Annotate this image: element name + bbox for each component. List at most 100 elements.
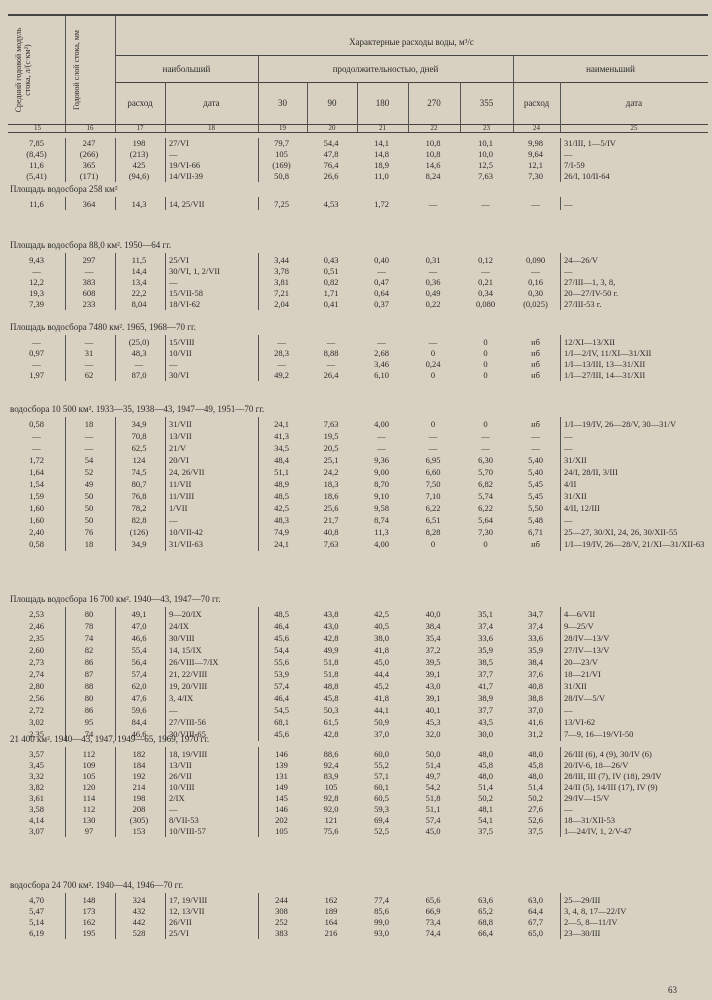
cell: 121: [324, 815, 338, 825]
cell: 0,49: [425, 288, 441, 298]
cell: 50: [84, 515, 94, 525]
cell: 25,6: [323, 503, 339, 513]
cell: 44,1: [374, 705, 389, 715]
cell: 42,8: [323, 633, 339, 643]
cell: 31,2: [528, 729, 543, 739]
cell: 66,4: [478, 928, 493, 938]
cell: 3,44: [274, 255, 289, 265]
cell: 7,25: [274, 199, 289, 209]
cell: 44,4: [374, 669, 389, 679]
cell: 24/I, 28/II, 3/III: [564, 467, 618, 477]
rule: [165, 607, 166, 741]
cell: 49,7: [425, 771, 441, 781]
cell: 30/VIII-65: [169, 729, 206, 739]
cell: 0,36: [425, 277, 441, 287]
rule: [258, 138, 259, 182]
cell: 1,71: [323, 288, 339, 298]
cell: 1/I—19/IV, 26—28/V, 30—31/V: [564, 419, 677, 429]
cell: 46,6: [131, 633, 147, 643]
cell: 10/VII-42: [169, 527, 203, 537]
cell: 3,02: [29, 717, 44, 727]
cell: 2,56: [29, 693, 44, 703]
cell: —: [531, 443, 540, 453]
rule: [560, 197, 561, 210]
cell: 83,9: [323, 771, 339, 781]
column-number: 24: [533, 124, 540, 132]
cell: 31: [84, 348, 94, 358]
cell: 92,4: [323, 760, 339, 770]
rule: [560, 607, 561, 741]
cell: 0: [483, 337, 488, 347]
cell: 24/IX: [169, 621, 189, 631]
cell: 63,0: [528, 895, 543, 905]
cell: —: [326, 359, 336, 369]
cell: 2,72: [29, 705, 44, 715]
column-header: 270: [427, 98, 441, 108]
cell: 15/VIII: [169, 337, 195, 347]
column-number: 15: [34, 124, 41, 132]
cell: 214: [132, 782, 146, 792]
cell: 0: [430, 539, 436, 549]
cell: 20—23/V: [564, 657, 598, 667]
cell: 34,9: [131, 539, 147, 549]
cell: 297: [82, 255, 96, 265]
cell: —: [481, 266, 490, 276]
cell: 37,2: [425, 645, 441, 655]
cell: 0,22: [425, 299, 441, 309]
cell: 37,6: [528, 669, 543, 679]
cell: 24, 26/VII: [169, 467, 205, 477]
cell: —: [84, 443, 94, 453]
cell: —: [169, 804, 178, 814]
cell: 0,47: [374, 277, 389, 287]
cell: 11/VII: [169, 479, 192, 489]
section-title: водосбора 10 500 км². 1933—35, 1938—43, …: [10, 404, 265, 414]
cell: 51,4: [528, 782, 543, 792]
cell: 0,82: [323, 277, 339, 287]
cell: 11/VIII: [169, 491, 195, 501]
cell: 6,95: [425, 455, 441, 465]
rule: [258, 747, 259, 837]
cell: 252: [275, 917, 288, 927]
cell: 145: [275, 793, 288, 803]
rule: [560, 335, 561, 381]
cell: 34,7: [528, 609, 543, 619]
cell: 0: [430, 419, 436, 429]
cell: 41,8: [374, 645, 389, 655]
cell: 40,8: [323, 527, 339, 537]
cell: 13/VI-62: [564, 717, 596, 727]
cell: 9,10: [374, 491, 389, 501]
cell: 146: [275, 749, 288, 759]
cell: 48,4: [274, 455, 289, 465]
cell: —: [428, 337, 438, 347]
cell: —: [428, 266, 438, 276]
cell: 15/VII-58: [169, 288, 203, 298]
cell: 27/III-53 г.: [564, 299, 602, 309]
cell: 74,4: [425, 928, 441, 938]
cell: 48,0: [478, 749, 493, 759]
cell: 69,4: [374, 815, 389, 825]
cell: 56,4: [131, 657, 147, 667]
cell: 48,0: [528, 749, 543, 759]
cell: 50,9: [374, 717, 389, 727]
cell: 59,6: [131, 705, 147, 715]
cell: 112: [82, 749, 96, 759]
cell: 7,30: [478, 527, 493, 537]
cell: 49,1: [131, 609, 147, 619]
cell: 59,3: [374, 804, 389, 814]
rule: [65, 16, 66, 132]
section-title: Площадь водосбора 16 700 км². 1940—43, 1…: [10, 594, 221, 604]
cell: 4,00: [374, 539, 389, 549]
cell: 0,58: [29, 419, 44, 429]
cell: 31/III, 1—5/IV: [564, 138, 616, 148]
cell: 26/VII: [169, 917, 192, 927]
rule: [165, 197, 166, 210]
cell: 0,40: [374, 255, 389, 265]
header-col15: Средний годовой модуль стока, л/(с·км²): [14, 27, 32, 113]
cell: 62,5: [131, 443, 147, 453]
column-header: 180: [375, 98, 390, 108]
cell: 5,64: [478, 515, 493, 525]
rule: [65, 607, 66, 741]
cell: 43,5: [478, 717, 493, 727]
cell: 30/VIII: [169, 633, 195, 643]
